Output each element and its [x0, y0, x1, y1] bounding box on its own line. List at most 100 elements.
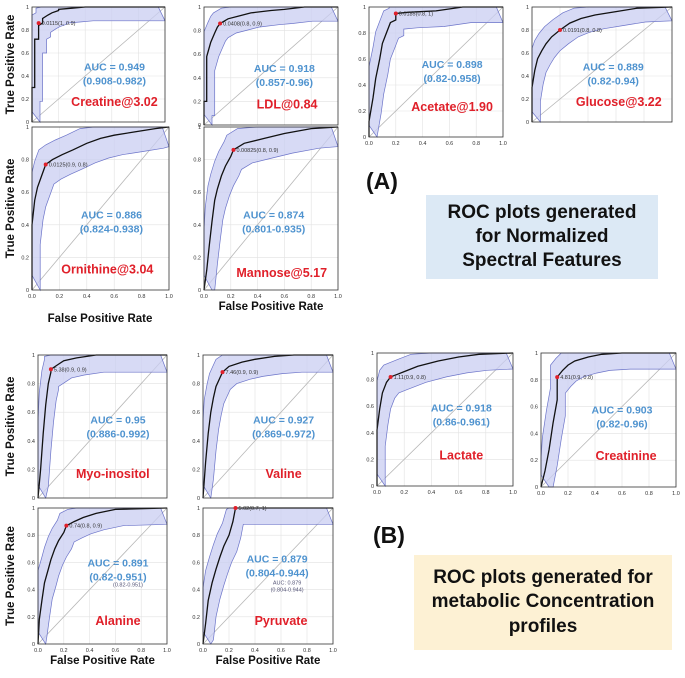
y-tick-label: 0.4	[192, 588, 200, 594]
x-tick-label: 0.2	[56, 294, 64, 300]
x-tick-label: 0.2	[227, 294, 235, 300]
y-tick-label: 0.4	[21, 74, 29, 80]
chance-diagonal	[368, 6, 504, 138]
cutoff-label: 1.11(0.9, 0.8)	[394, 375, 426, 381]
chance-diagonal	[203, 126, 339, 291]
ci-ghost-label: (0.82-0.951)	[113, 582, 143, 588]
y-tick-label: 0.2	[521, 97, 529, 103]
x-tick-label: 1.0	[163, 648, 171, 654]
cutoff-label: 5.02(0.7, 1)	[239, 506, 267, 512]
cutoff-label: 0.0115(1, 0.9)	[42, 21, 76, 27]
cutoff-point	[388, 374, 393, 379]
y-tick-label: 0.6	[193, 52, 201, 58]
cutoff-label: 0.0408(0.8, 0.9)	[223, 22, 262, 28]
roc-curve	[531, 6, 673, 122]
roc-panel-3: 0.0191(0.8, 0.8) 0 0.2 0.4 0.6 0.8 1 AUC = 0.88…	[521, 5, 673, 126]
y-axis-label: True Positive Rate	[5, 526, 17, 626]
y-tick-label: 1	[26, 125, 29, 131]
ci-ghost-label: (0.804-0.944)	[271, 587, 304, 593]
auc-confidence-interval: (0.82-0.958)	[423, 73, 480, 85]
roc-panel-8: 1.11(0.9, 0.8) 0 0.2 0.4 0.6 0.8 1 0.0 0.2 0.4 0.6…	[366, 351, 516, 496]
roc-panel-6: 5.38(0.9, 0.9) 0 0.2 0.4 0.6 0.8 1 AUC = 0.95 (0…	[5, 353, 168, 502]
confidence-band	[31, 6, 166, 124]
y-tick-label: 0.8	[192, 382, 200, 388]
feature-title: Creatinine	[595, 449, 656, 463]
x-tick-label: 0.8	[307, 294, 315, 300]
confidence-band	[203, 6, 339, 127]
plot-frame	[531, 6, 673, 123]
roc-curve	[202, 354, 333, 499]
y-tick-label: 0.2	[366, 457, 374, 463]
roc-panel-9: 4.81(0.9, 0.8) 0 0.2 0.4 0.6 0.8 1 0.0 0.2 0.4 0.6…	[530, 351, 679, 497]
x-tick-label: 1.0	[165, 294, 173, 300]
y-tick-label: 0.4	[530, 431, 538, 437]
x-tick-label: 0.6	[277, 648, 285, 654]
cutoff-point	[233, 506, 238, 510]
x-tick-label: 0.8	[137, 648, 145, 654]
y-tick-label: 0.4	[27, 439, 35, 445]
caption-b-line-2: metabolic Concentration	[431, 591, 655, 613]
cutoff-point	[48, 367, 53, 372]
plot-frame	[202, 507, 334, 645]
x-tick-label: 0.8	[303, 648, 311, 654]
y-tick-label: 0.8	[21, 28, 29, 34]
y-tick-label: 0.6	[21, 51, 29, 57]
cutoff-point	[558, 28, 562, 32]
y-tick-label: 0.8	[27, 533, 35, 539]
y-tick-label: 0.2	[27, 615, 35, 621]
x-tick-label: 0.6	[455, 490, 463, 496]
cutoff-point	[218, 21, 223, 26]
cutoff-label: 0.00825(0.8, 0.9)	[236, 148, 278, 154]
y-tick-label: 0	[197, 496, 200, 502]
plot-frame	[202, 354, 334, 499]
y-tick-label: 0	[198, 123, 201, 129]
cutoff-label: 5.38(0.9, 0.9)	[54, 367, 87, 373]
x-tick-label: 0.8	[138, 294, 146, 300]
x-tick-label: 0.2	[225, 648, 233, 654]
y-tick-label: 1	[198, 125, 201, 131]
plot-frame	[37, 507, 168, 645]
plot-frame	[376, 352, 514, 487]
y-tick-label: 0.8	[193, 158, 201, 164]
auc-confidence-interval: (0.804-0.944)	[246, 567, 309, 579]
y-tick-label: 0.8	[27, 382, 35, 388]
chance-diagonal	[202, 354, 334, 499]
y-tick-label: 0	[363, 135, 366, 141]
x-tick-label: 0.8	[472, 141, 480, 147]
cutoff-label: 0.0185(0.8, 1)	[399, 12, 433, 18]
x-tick-label: 1.0	[499, 141, 507, 147]
y-tick-label: 0.6	[521, 51, 529, 57]
cutoff-point	[36, 21, 41, 26]
y-tick-label: 1	[32, 506, 35, 512]
y-tick-label: 1	[26, 5, 29, 11]
chance-diagonal	[37, 354, 168, 499]
auc-confidence-interval: (0.857-0.96)	[256, 77, 313, 89]
roc-panel-5: 0.00825(0.8, 0.9) 0 0.2 0.4 0.6 0.8 1 0.0 0.2 0.4…	[193, 125, 341, 313]
auc-value: AUC = 0.949	[84, 61, 145, 73]
roc-curve	[540, 352, 676, 488]
auc-value: AUC = 0.874	[243, 209, 304, 221]
y-tick-label: 0.2	[530, 458, 538, 464]
x-tick-label: 0.4	[83, 294, 91, 300]
x-tick-label: 0.0	[34, 648, 42, 654]
y-tick-label: 0.8	[358, 31, 366, 37]
x-axis-label: False Positive Rate	[219, 301, 324, 313]
auc-confidence-interval: (0.824-0.938)	[80, 223, 143, 235]
auc-ghost-label: AUC: 0.879	[273, 580, 301, 586]
cutoff-label: 0.0191(0.8, 0.8)	[563, 28, 602, 34]
y-tick-label: 0.6	[366, 404, 374, 410]
plot-frame	[540, 352, 677, 488]
cutoff-point	[231, 147, 236, 152]
y-tick-label: 0.6	[21, 190, 29, 196]
auc-confidence-interval: (0.869-0.972)	[252, 429, 315, 441]
caption-b-line-1: ROC plots generated for	[433, 567, 653, 589]
y-axis-label: True Positive Rate	[5, 15, 17, 115]
auc-confidence-interval: (0.82-0.94)	[588, 75, 639, 87]
x-axis-label: False Positive Rate	[50, 655, 155, 667]
auc-confidence-interval: (0.82-0.96)	[596, 418, 647, 430]
y-tick-label: 0	[371, 484, 374, 490]
y-tick-label: 0.4	[358, 83, 366, 89]
roc-panel-11: 5.02(0.7, 1) 0 0.2 0.4 0.6 0.8 1 0.0 0.2 0.4 0.6 0.…	[192, 506, 337, 667]
roc-panel-0: 0.0115(1, 0.9) 0 0.2 0.4 0.6 0.8 1 AUC = 0.949 (…	[5, 5, 166, 126]
y-tick-label: 0.8	[193, 29, 201, 35]
